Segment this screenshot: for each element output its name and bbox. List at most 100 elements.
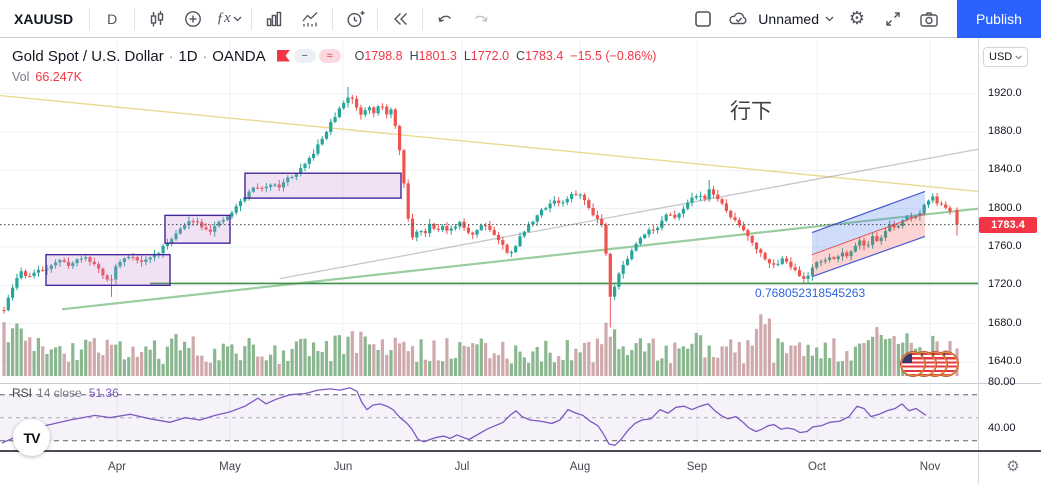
price-tick-label: 1800.0 bbox=[988, 201, 1022, 214]
month-tick-label: Nov bbox=[919, 461, 941, 473]
current-price-badge: 1783.4 bbox=[979, 216, 1037, 233]
axis-corner-separator bbox=[978, 452, 979, 484]
month-tick-label: Aug bbox=[569, 461, 591, 473]
price-tick-label: 1840.0 bbox=[988, 163, 1022, 176]
publish-button[interactable]: Publish bbox=[957, 0, 1041, 38]
chart-type-button[interactable] bbox=[139, 4, 175, 34]
rsi-tick-label: 80.00 bbox=[988, 376, 1016, 389]
month-tick-label: Sep bbox=[686, 461, 708, 473]
screenshot-button[interactable] bbox=[911, 4, 947, 34]
layout-name: Unnamed bbox=[758, 10, 819, 27]
high-value: 1801.3 bbox=[418, 49, 457, 63]
legend-dot: · bbox=[168, 48, 174, 64]
layout-select-button[interactable] bbox=[685, 4, 721, 34]
text-annotation[interactable]: 行下 bbox=[730, 100, 772, 123]
cloud-check-icon bbox=[729, 12, 747, 24]
symbol-button[interactable]: XAUUSD bbox=[14, 10, 74, 27]
currency-chip[interactable]: USD bbox=[983, 47, 1029, 67]
rsi-legend: RSI 14 close 51.36 bbox=[12, 386, 119, 400]
gear-icon: ⚙ bbox=[848, 7, 866, 29]
price-tick-label: 1680.0 bbox=[988, 316, 1022, 329]
axis-settings-gear-icon[interactable]: ⚙ bbox=[1006, 458, 1020, 475]
templates-button[interactable] bbox=[256, 4, 292, 34]
open-label: O bbox=[354, 49, 365, 63]
month-tick-label: May bbox=[219, 461, 241, 473]
flag-marker-icon[interactable] bbox=[276, 50, 291, 62]
redo-arrow-icon bbox=[475, 15, 488, 22]
volume-label: Vol bbox=[12, 70, 30, 84]
alert-button[interactable] bbox=[337, 4, 373, 34]
legend-dot: · bbox=[202, 48, 208, 64]
close-value: 1783.4 bbox=[525, 49, 564, 63]
indicators-button[interactable]: ƒx bbox=[211, 4, 247, 34]
rsi-tick-label: 40.00 bbox=[988, 422, 1016, 435]
fx-icon: ƒx bbox=[216, 10, 231, 26]
candlestick-icon bbox=[150, 10, 164, 26]
rsi-params: 14 close bbox=[37, 386, 82, 400]
save-layout-button[interactable]: Unnamed bbox=[721, 4, 839, 34]
rsi-value: 51.36 bbox=[88, 386, 119, 400]
toolbar-separator bbox=[251, 7, 253, 30]
hide-series-pill[interactable]: − bbox=[293, 49, 316, 63]
volume-value: 66.247K bbox=[35, 70, 82, 84]
month-tick-label: Oct bbox=[808, 461, 826, 473]
toolbar-separator bbox=[89, 7, 91, 30]
month-tick-label: Jun bbox=[333, 461, 353, 473]
toolbar-separator bbox=[332, 7, 334, 30]
volume-legend: Vol 66.247K bbox=[12, 70, 82, 84]
axis-separator bbox=[978, 38, 979, 484]
chart-settings-button[interactable]: ⚙ bbox=[839, 4, 875, 34]
currency-label: USD bbox=[989, 51, 1013, 63]
fullscreen-icon bbox=[886, 11, 900, 26]
legend-exchange: OANDA bbox=[212, 47, 266, 65]
price-tick-label: 1920.0 bbox=[988, 86, 1022, 99]
top-toolbar: XAUUSD D ƒx bbox=[0, 0, 1041, 38]
undo-arrow-icon bbox=[438, 15, 452, 22]
tradingview-logo[interactable]: TV bbox=[13, 419, 50, 456]
chevron-down-icon bbox=[1015, 55, 1022, 59]
toolbar-right-group: Unnamed ⚙ Publish bbox=[685, 0, 1041, 38]
bar-chart-icon bbox=[266, 11, 282, 26]
replay-button[interactable] bbox=[382, 4, 418, 34]
ohlc-values: O1798.8 H1801.3 L1772.0 C1783.4 −15.5 (−0.86… bbox=[355, 49, 664, 63]
price-tick-label: 1760.0 bbox=[988, 239, 1022, 252]
interval-button[interactable]: D bbox=[107, 10, 118, 27]
price-axis[interactable]: USD 1783.4 1920.0 1880.0 1840.0 1800.0 1760.… bbox=[979, 38, 1041, 450]
alarm-clock-icon bbox=[347, 10, 365, 27]
plus-circle-icon bbox=[185, 10, 202, 27]
fullscreen-button[interactable] bbox=[875, 4, 911, 34]
usa-flag-icon bbox=[901, 352, 925, 376]
price-tick-label: 1720.0 bbox=[988, 278, 1022, 291]
approx-pill[interactable]: ≈ bbox=[318, 49, 341, 63]
chevron-down-icon bbox=[825, 16, 834, 22]
month-tick-label: Apr bbox=[108, 461, 126, 473]
forecast-button[interactable] bbox=[292, 4, 328, 34]
layout-square-icon bbox=[695, 10, 712, 27]
price-tick-label: 1880.0 bbox=[988, 125, 1022, 137]
fib-level-label: 0.768052318545263 bbox=[755, 286, 866, 300]
usa-flag-bubbles[interactable] bbox=[901, 352, 961, 377]
legend-symbol-title[interactable]: Gold Spot / U.S. Dollar bbox=[12, 47, 164, 65]
price-tick-label: 1640.0 bbox=[988, 354, 1022, 367]
low-value: 1772.0 bbox=[470, 49, 510, 63]
pattern-icon bbox=[302, 11, 318, 26]
rsi-name: RSI bbox=[12, 386, 33, 400]
change-value: −15.5 (−0.86%) bbox=[570, 49, 657, 63]
low-label: L bbox=[463, 49, 471, 63]
open-value: 1798.8 bbox=[364, 49, 403, 63]
time-axis[interactable]: ⚙ Apr May Jun Jul Aug Sep Oct Nov bbox=[0, 450, 1041, 484]
close-label: C bbox=[516, 49, 526, 63]
redo-button[interactable] bbox=[463, 4, 499, 34]
toolbar-separator bbox=[422, 7, 424, 30]
undo-button[interactable] bbox=[427, 4, 463, 34]
toolbar-separator bbox=[377, 7, 379, 30]
chart-legend: Gold Spot / U.S. Dollar · 1D · OANDA − ≈… bbox=[12, 46, 663, 66]
chevron-down-icon bbox=[233, 16, 242, 22]
high-label: H bbox=[409, 49, 419, 63]
month-tick-label: Jul bbox=[454, 461, 470, 473]
rewind-icon bbox=[394, 12, 408, 25]
compare-button[interactable] bbox=[175, 4, 211, 34]
toolbar-separator bbox=[134, 7, 136, 30]
